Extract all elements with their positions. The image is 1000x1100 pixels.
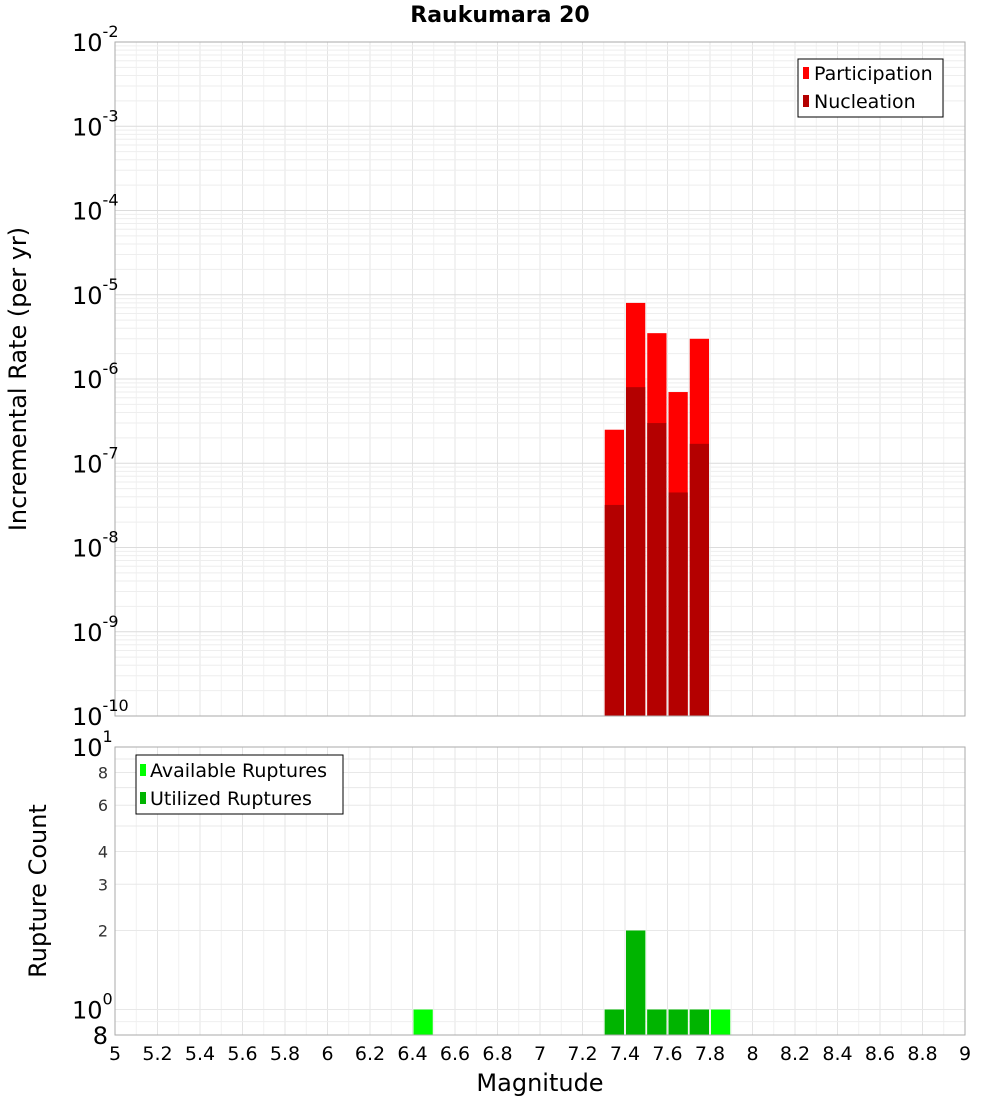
rate-plot-border (114, 41, 966, 717)
utilized-ruptures-bar (668, 1009, 688, 1035)
magnitude-x-tick-label: 5.6 (227, 1043, 257, 1065)
magnitude-x-tick-label: 5.4 (185, 1043, 215, 1065)
count-y-tick-label: 8 (93, 1022, 108, 1050)
magnitude-x-tick-label: 7.8 (695, 1043, 725, 1065)
nucleation-bar (689, 443, 709, 716)
count-y-tick-label: 8 (98, 763, 108, 782)
rate-bars (604, 302, 709, 716)
rate-y-tick-label: 10-10 (72, 696, 129, 731)
magnitude-x-tick-label: 5.8 (270, 1043, 300, 1065)
nucleation-legend-swatch (803, 95, 809, 107)
count-y-tick-label: 4 (98, 842, 108, 861)
available-ruptures-bar (711, 1009, 731, 1035)
utilized-ruptures-bar (604, 1009, 624, 1035)
magnitude-x-tick-label: 9 (959, 1043, 971, 1065)
utilized-ruptures-bar (626, 930, 646, 1035)
magnitude-x-tick-label: 7.6 (652, 1043, 682, 1065)
magnitude-x-tick-label: 6.4 (397, 1043, 427, 1065)
rate-y-tick-label: 10-6 (72, 359, 119, 394)
rate-y-tick-label: 10-8 (72, 528, 119, 563)
count-y-tick-label: 6 (98, 796, 108, 815)
count-y-tick-label: 3 (98, 875, 108, 894)
utilized-ruptures-bar (689, 1009, 709, 1035)
utilized-legend-swatch (140, 792, 146, 804)
rate-y-tick-label: 10-4 (72, 191, 119, 226)
rate-panel: 10-10 10-9 10-8 10-7 10-6 10-5 10-4 10-3 10-2 In… (4, 22, 966, 731)
participation-legend-swatch (803, 67, 809, 79)
magnitude-x-tick-labels: 5 5.2 5.4 5.6 5.8 6 6.2 6.4 6.6 6.8 7 7.2 7.4 7.6 7.8 8… (109, 1043, 971, 1065)
magnitude-x-tick-label: 5 (109, 1043, 121, 1065)
count-y-tick-label: 2 (98, 922, 108, 941)
available-ruptures-bar (413, 1009, 433, 1035)
nucleation-bar (626, 387, 646, 716)
count-y-axis-label: Rupture Count (24, 804, 52, 978)
magnitude-x-tick-label: 8.2 (780, 1043, 810, 1065)
count-bars (413, 930, 731, 1035)
magnitude-x-tick-label: 8.8 (907, 1043, 937, 1065)
magnitude-x-tick-label: 6.8 (482, 1043, 512, 1065)
nucleation-bar (647, 423, 667, 716)
magnitude-x-tick-label: 7 (534, 1043, 546, 1065)
chart-title: Raukumara 20 (410, 3, 589, 28)
magnitude-x-tick-label: 8.4 (822, 1043, 852, 1065)
count-y-tick-label: 100 (72, 990, 113, 1025)
magnitude-x-tick-label: 7.2 (567, 1043, 597, 1065)
available-legend-swatch (140, 764, 146, 776)
rate-legend-box (797, 58, 944, 118)
rate-y-axis-label: Incremental Rate (per yr) (4, 227, 32, 531)
magnitude-x-tick-label: 8.6 (865, 1043, 895, 1065)
magnitude-x-tick-label: 6.2 (355, 1043, 385, 1065)
rate-grid (114, 42, 966, 717)
rate-legend: Participation Nucleation (797, 58, 944, 118)
rate-y-tick-labels: 10-10 10-9 10-8 10-7 10-6 10-5 10-4 10-3 10-2 (72, 22, 129, 731)
magnitude-x-tick-label: 5.2 (142, 1043, 172, 1065)
rate-y-tick-label: 10-2 (72, 22, 119, 57)
utilized-ruptures-bar (647, 1009, 667, 1035)
nucleation-bar (668, 492, 688, 716)
nucleation-legend-label: Nucleation (814, 91, 916, 113)
magnitude-x-axis-label: Magnitude (476, 1069, 603, 1097)
magnitude-x-tick-label: 7.4 (610, 1043, 640, 1065)
magnitude-x-tick-label: 6 (321, 1043, 333, 1065)
rate-y-tick-label: 10-7 (72, 443, 119, 478)
magnitude-x-tick-label: 8 (746, 1043, 758, 1065)
rate-y-tick-label: 10-3 (72, 106, 119, 141)
count-legend: Available Ruptures Utilized Ruptures (135, 754, 344, 815)
count-plot-border (114, 746, 966, 1036)
magnitude-x-tick-label: 6.6 (440, 1043, 470, 1065)
nucleation-bar (604, 504, 624, 716)
rate-y-tick-label: 10-5 (72, 275, 119, 310)
rate-y-tick-label: 10-9 (72, 612, 119, 647)
count-y-tick-label: 101 (72, 727, 113, 762)
count-legend-box (135, 754, 344, 815)
participation-legend-label: Participation (814, 63, 933, 85)
available-legend-label: Available Ruptures (150, 760, 327, 782)
utilized-legend-label: Utilized Ruptures (150, 788, 312, 810)
